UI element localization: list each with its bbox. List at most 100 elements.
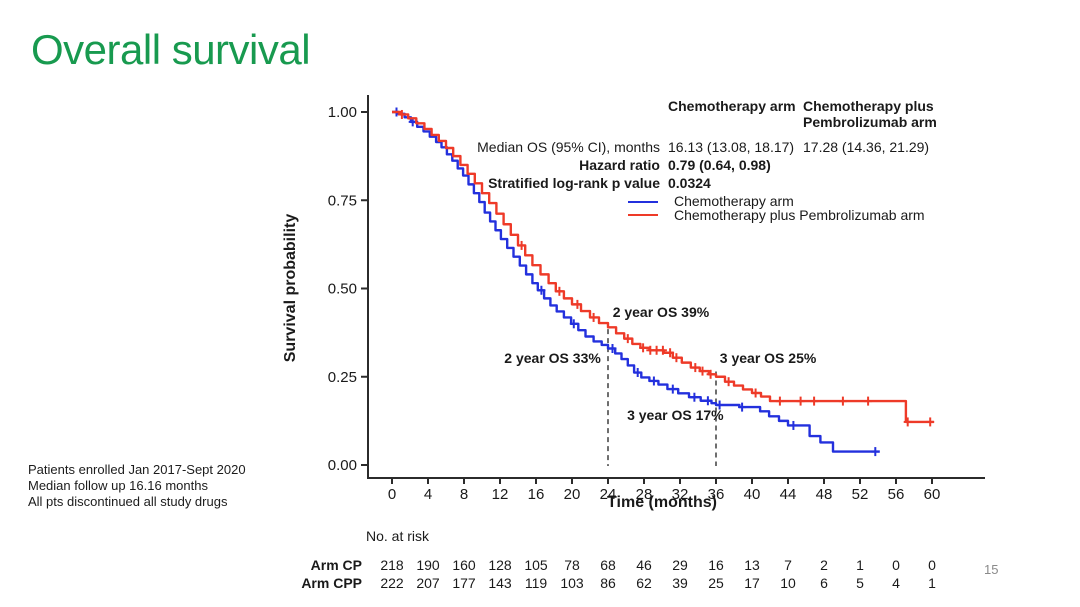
annotation-2-year-os-33: 2 year OS 33% <box>504 350 601 367</box>
study-notes: Patients enrolled Jan 2017-Sept 2020 Med… <box>28 462 246 510</box>
at-risk-value: 10 <box>780 575 796 591</box>
at-risk-value: 17 <box>744 575 760 591</box>
censor-mark-chemotherapy-arm <box>537 285 546 295</box>
stats-col-header-chemotherapy: Chemotherapy arm <box>668 98 796 114</box>
at-risk-row-label-arm-cpp: Arm CPP <box>301 575 362 591</box>
note-followup: Median follow up 16.16 months <box>28 478 208 493</box>
log-rank-p-value: 0.0324 <box>668 175 711 191</box>
censor-mark-chemotherapy-arm <box>633 368 642 378</box>
at-risk-value: 2 <box>820 557 828 573</box>
censor-mark-chemotherapy-plus-pembrolizumab-arm <box>672 353 681 363</box>
x-tick-label: 40 <box>744 486 761 503</box>
censor-mark-chemotherapy-plus-pembrolizumab-arm <box>573 299 582 309</box>
legend-item-chemotherapy-plus-pembrolizumab-arm: Chemotherapy plus Pembrolizumab arm <box>628 206 925 223</box>
censor-mark-chemotherapy-plus-pembrolizumab-arm <box>555 286 564 296</box>
hazard-ratio-value: 0.79 (0.64, 0.98) <box>668 157 771 173</box>
censor-mark-chemotherapy-plus-pembrolizumab-arm <box>724 377 733 387</box>
at-risk-value: 6 <box>820 575 828 591</box>
km-curve-chemotherapy-plus-pembrolizumab-arm <box>392 110 934 424</box>
x-tick-label: 56 <box>888 486 905 503</box>
x-tick-label: 52 <box>852 486 869 503</box>
x-tick-label: 20 <box>564 486 581 503</box>
censor-mark-chemotherapy-plus-pembrolizumab-arm <box>623 334 632 344</box>
censor-mark-chemotherapy-arm <box>703 396 712 406</box>
x-tick-label: 48 <box>816 486 833 503</box>
at-risk-value: 218 <box>380 557 404 573</box>
x-tick-label: 0 <box>388 486 396 503</box>
at-risk-value: 16 <box>708 557 724 573</box>
at-risk-value: 68 <box>600 557 616 573</box>
median-os-chemotherapy: 16.13 (13.08, 18.17) <box>668 139 795 155</box>
at-risk-value: 86 <box>600 575 616 591</box>
stats-col-header-chemo-pembrolizumab: Chemotherapy plus Pembrolizumab arm <box>803 98 937 130</box>
x-tick-label: 16 <box>528 486 545 503</box>
at-risk-value: 78 <box>564 557 580 573</box>
at-risk-value: 207 <box>416 575 440 591</box>
stats-row-label-median-os: Median OS (95% CI), months <box>477 139 660 155</box>
annotation-3-year-os-17: 3 year OS 17% <box>627 407 724 424</box>
legend-item-chemotherapy-arm: Chemotherapy arm <box>628 194 794 208</box>
page-number: 15 <box>984 562 999 577</box>
censor-mark-chemotherapy-arm <box>649 376 658 386</box>
censor-mark-chemotherapy-arm <box>569 319 578 329</box>
stats-row-label-log-rank-p: Stratified log-rank p value <box>488 175 660 191</box>
at-risk-value: 5 <box>856 575 864 591</box>
axis-lines <box>367 95 985 479</box>
y-tick-label: 1.00 <box>328 104 357 121</box>
at-risk-value: 62 <box>636 575 652 591</box>
at-risk-value: 128 <box>488 557 512 573</box>
legend-label: Chemotherapy plus Pembrolizumab arm <box>674 206 925 223</box>
at-risk-value: 25 <box>708 575 724 591</box>
at-risk-title: No. at risk <box>366 528 430 544</box>
y-tick-label: 0.00 <box>328 457 357 474</box>
censor-mark-chemotherapy-plus-pembrolizumab-arm <box>397 109 406 119</box>
at-risk-value: 0 <box>892 557 900 573</box>
censor-mark-chemotherapy-arm <box>668 384 677 394</box>
legend-line-swatch <box>628 200 658 203</box>
x-tick-label: 8 <box>460 486 468 503</box>
censor-mark-chemotherapy-arm <box>738 402 747 412</box>
at-risk-value: 160 <box>452 557 476 573</box>
at-risk-value: 119 <box>524 575 548 591</box>
at-risk-value: 105 <box>524 557 548 573</box>
censor-mark-chemotherapy-plus-pembrolizumab-arm <box>838 396 847 406</box>
x-tick-label: 36 <box>708 486 725 503</box>
x-tick-label: 44 <box>780 486 797 503</box>
censor-mark-chemotherapy-plus-pembrolizumab-arm <box>658 345 667 355</box>
x-tick-label: 24 <box>600 486 617 503</box>
annotation-2-year-os-39: 2 year OS 39% <box>612 304 710 321</box>
y-tick-label: 0.25 <box>328 369 357 386</box>
at-risk-value: 4 <box>892 575 900 591</box>
at-risk-value: 0 <box>928 557 936 573</box>
at-risk-value: 39 <box>672 575 688 591</box>
x-axis-title: Time (months) <box>607 494 717 511</box>
censor-mark-chemotherapy-arm <box>690 392 699 402</box>
page-title: Overall survival <box>31 26 311 73</box>
censor-mark-chemotherapy-plus-pembrolizumab-arm <box>751 388 760 398</box>
censor-mark-chemotherapy-plus-pembrolizumab-arm <box>517 240 526 250</box>
censor-mark-chemotherapy-plus-pembrolizumab-arm <box>589 312 598 322</box>
x-tick-label: 4 <box>424 486 432 503</box>
y-tick-label: 0.50 <box>328 281 357 298</box>
x-tick-label: 12 <box>492 486 509 503</box>
at-risk-value: 143 <box>488 575 512 591</box>
at-risk-value: 177 <box>452 575 476 591</box>
censor-mark-chemotherapy-plus-pembrolizumab-arm <box>698 366 707 376</box>
censor-mark-chemotherapy-arm <box>715 400 724 410</box>
censor-mark-chemotherapy-plus-pembrolizumab-arm <box>666 348 675 358</box>
censor-mark-chemotherapy-arm <box>608 344 617 354</box>
y-axis-title: Survival probability <box>282 213 299 363</box>
censor-mark-chemotherapy-plus-pembrolizumab-arm <box>864 396 873 406</box>
annotation-3-year-os-25: 3 year OS 25% <box>719 350 817 367</box>
at-risk-value: 7 <box>784 557 792 573</box>
x-tick-label: 32 <box>672 486 689 503</box>
censor-mark-chemotherapy-plus-pembrolizumab-arm <box>903 417 912 427</box>
at-risk-value: 29 <box>672 557 688 573</box>
at-risk-value: 190 <box>416 557 440 573</box>
at-risk-value: 1 <box>856 557 864 573</box>
censor-mark-chemotherapy-arm <box>871 447 880 457</box>
at-risk-value: 1 <box>928 575 936 591</box>
censor-mark-chemotherapy-plus-pembrolizumab-arm <box>691 363 700 373</box>
